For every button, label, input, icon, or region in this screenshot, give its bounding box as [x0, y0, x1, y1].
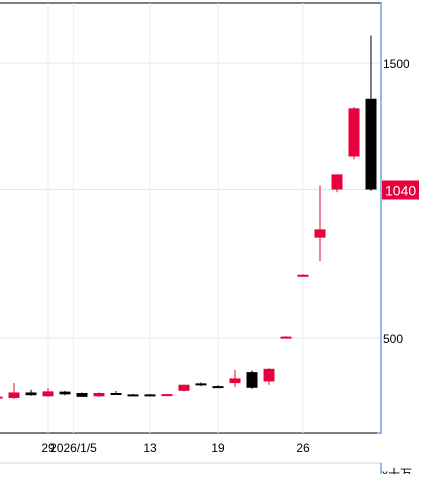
candle-body: [195, 383, 207, 386]
plot-frame: [0, 2, 382, 434]
candle-body: [212, 386, 224, 389]
candle-body: [280, 336, 292, 339]
candle-body: [76, 393, 88, 397]
y-tick-label: 500: [383, 332, 403, 346]
candle-body: [110, 393, 122, 395]
x-tick-label: 19: [211, 441, 225, 455]
lower-panel-unit-label: x十万: [382, 467, 412, 474]
y-tick-label: 1500: [383, 57, 410, 71]
candle-body: [42, 391, 54, 397]
candle-body: [25, 392, 37, 396]
candle-body: [365, 98, 377, 190]
candle-body: [127, 394, 139, 397]
candle-body: [161, 394, 173, 397]
candle-body: [246, 372, 258, 388]
candle-body: [8, 392, 20, 398]
candle-body: [178, 384, 190, 391]
x-tick-label: 2026/1/5: [50, 441, 97, 455]
candle-body: [229, 378, 241, 384]
x-tick-label: 13: [143, 441, 157, 455]
candle-body: [93, 393, 105, 397]
last-price-label: 1040: [385, 183, 416, 199]
candle-body: [59, 391, 71, 395]
candle-body: [144, 394, 156, 397]
candle-body: [331, 174, 343, 190]
candle-body: [297, 274, 309, 277]
candle-body: [348, 108, 360, 157]
x-tick-label: 29: [41, 441, 55, 455]
candle-body: [314, 229, 326, 238]
last-price-badge: [382, 180, 419, 200]
x-tick-label: 26: [296, 441, 310, 455]
candle-body: [0, 396, 3, 399]
candle-body: [263, 368, 275, 382]
